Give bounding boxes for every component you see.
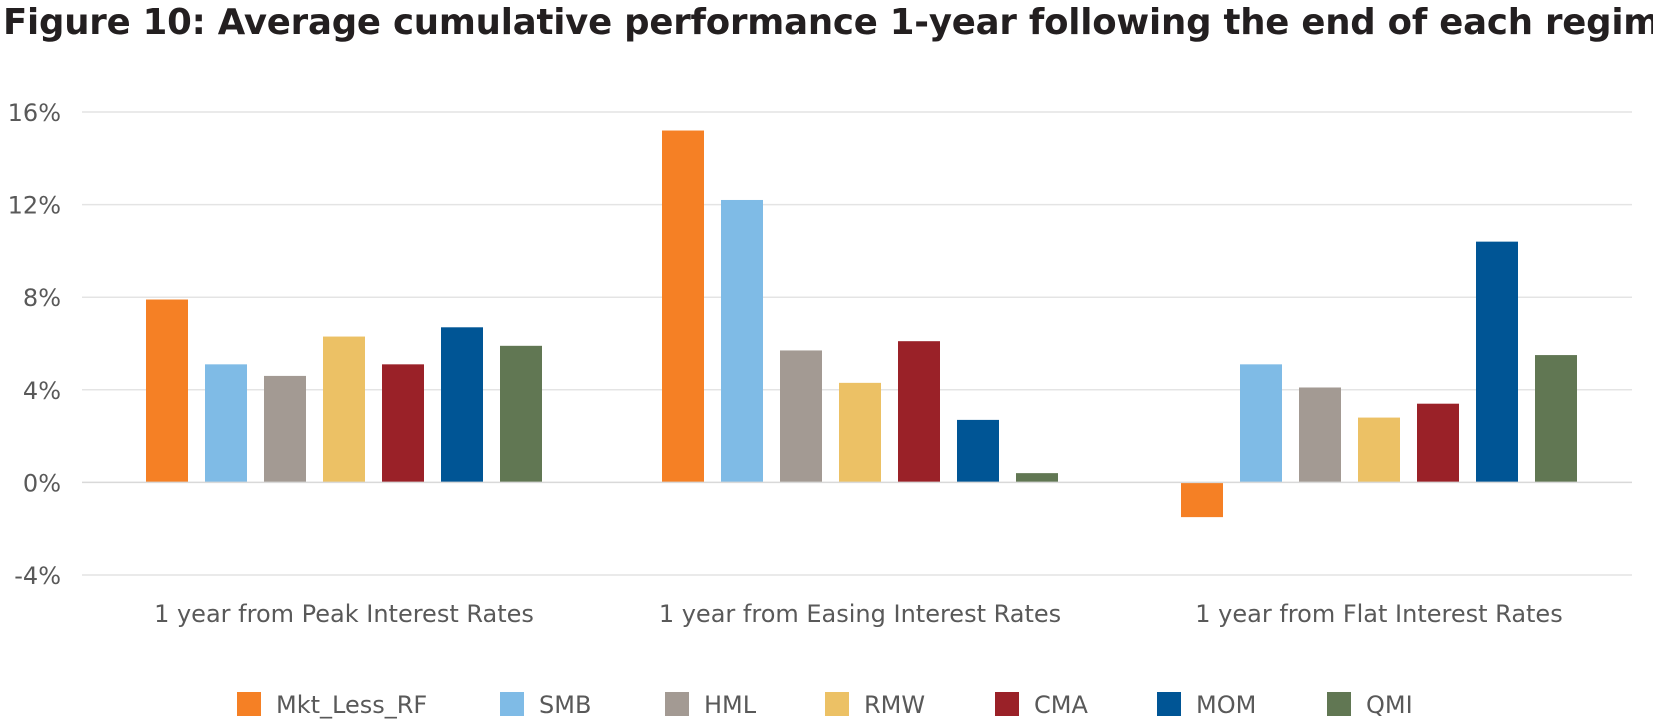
bar-rmw xyxy=(1358,417,1400,483)
bar-mom xyxy=(957,419,999,483)
y-tick-label: 4% xyxy=(23,377,61,405)
gridlines xyxy=(82,111,1632,576)
bar-rmw xyxy=(323,336,365,483)
legend: Mkt_Less_RF SMB HML RMW CMA MOM QMI xyxy=(237,691,1413,719)
y-tick-label: 12% xyxy=(8,192,61,220)
x-category-label: 1 year from Easing Interest Rates xyxy=(659,600,1061,628)
bar-qmi xyxy=(1535,355,1577,483)
legend-label: Mkt_Less_RF xyxy=(276,691,427,719)
legend-label: QMI xyxy=(1366,691,1413,719)
chart-title: Figure 10: Average cumulative performanc… xyxy=(3,2,1653,43)
bars xyxy=(146,130,1577,518)
legend-label: MOM xyxy=(1196,691,1256,719)
y-tick-label: 8% xyxy=(23,284,61,312)
y-axis-ticks: -4% 0% 4% 8% 12% 16% xyxy=(8,99,61,590)
x-category-label: 1 year from Flat Interest Rates xyxy=(1195,600,1562,628)
bar-mkt-less-rf xyxy=(662,130,704,483)
bar-hml xyxy=(780,350,822,483)
bar-cma xyxy=(382,364,424,483)
legend-swatch xyxy=(825,692,849,716)
bar-rmw xyxy=(839,382,881,483)
bar-mkt-less-rf xyxy=(1181,482,1223,518)
legend-label: RMW xyxy=(864,691,925,719)
bar-cma xyxy=(1417,403,1459,483)
y-tick-label: 16% xyxy=(8,99,61,127)
y-tick-label: -4% xyxy=(14,562,61,590)
y-tick-label: 0% xyxy=(23,469,61,497)
bar-smb xyxy=(205,364,247,483)
x-axis-categories: 1 year from Peak Interest Rates 1 year fr… xyxy=(154,600,1563,628)
legend-swatch xyxy=(665,692,689,716)
x-category-label: 1 year from Peak Interest Rates xyxy=(154,600,534,628)
legend-swatch xyxy=(1157,692,1181,716)
bar-smb xyxy=(1240,364,1282,483)
legend-label: SMB xyxy=(539,691,591,719)
legend-swatch xyxy=(995,692,1019,716)
bar-hml xyxy=(264,375,306,483)
bar-mom xyxy=(1476,241,1518,483)
legend-swatch xyxy=(1327,692,1351,716)
bar-smb xyxy=(721,199,763,483)
bar-qmi xyxy=(1016,473,1058,483)
bar-hml xyxy=(1299,387,1341,483)
legend-label: CMA xyxy=(1034,691,1088,719)
legend-label: HML xyxy=(704,691,757,719)
bar-mom xyxy=(441,327,483,483)
legend-swatch xyxy=(500,692,524,716)
bar-cma xyxy=(898,341,940,483)
bar-qmi xyxy=(500,345,542,483)
bar-mkt-less-rf xyxy=(146,299,188,483)
legend-swatch xyxy=(237,692,261,716)
